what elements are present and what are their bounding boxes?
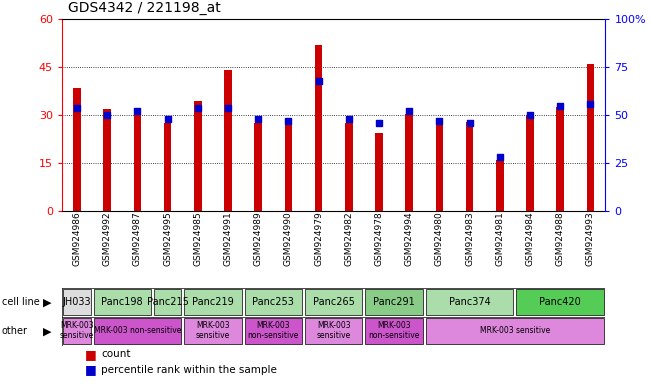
Text: GSM924994: GSM924994 <box>405 211 413 266</box>
Bar <box>194 101 202 211</box>
Bar <box>365 290 422 315</box>
Bar <box>63 318 90 344</box>
Text: GDS4342 / 221198_at: GDS4342 / 221198_at <box>68 2 221 15</box>
Text: ▶: ▶ <box>42 326 51 336</box>
Point <box>283 118 294 124</box>
Bar <box>245 318 302 344</box>
Point <box>72 104 82 111</box>
Text: GSM924980: GSM924980 <box>435 211 444 266</box>
Text: MRK-003 non-sensitive: MRK-003 non-sensitive <box>94 326 181 335</box>
Point <box>525 112 535 118</box>
Bar <box>184 318 242 344</box>
Bar <box>154 290 181 315</box>
Bar <box>94 290 151 315</box>
Text: GSM924981: GSM924981 <box>495 211 505 266</box>
Text: GSM924990: GSM924990 <box>284 211 293 266</box>
Text: count: count <box>101 349 130 359</box>
Bar <box>104 109 111 211</box>
Text: percentile rank within the sample: percentile rank within the sample <box>101 365 277 375</box>
Point <box>223 104 233 111</box>
Text: Panc215: Panc215 <box>146 297 189 307</box>
Text: Panc374: Panc374 <box>449 297 490 307</box>
Point <box>434 118 445 124</box>
Text: GSM924978: GSM924978 <box>374 211 383 266</box>
Point <box>162 116 173 122</box>
Bar <box>465 122 473 211</box>
Point <box>253 116 264 122</box>
Bar <box>406 114 413 211</box>
Point <box>555 103 565 109</box>
Text: Panc219: Panc219 <box>192 297 234 307</box>
Text: MRK-003
non-sensitive: MRK-003 non-sensitive <box>368 321 420 340</box>
Text: MRK-003
sensitive: MRK-003 sensitive <box>196 321 230 340</box>
Bar <box>436 120 443 211</box>
Bar <box>224 70 232 211</box>
Text: ■: ■ <box>85 363 96 376</box>
Point <box>374 120 384 126</box>
Text: GSM924995: GSM924995 <box>163 211 172 266</box>
Text: ■: ■ <box>85 348 96 361</box>
Text: Panc198: Panc198 <box>102 297 143 307</box>
Text: GSM924986: GSM924986 <box>72 211 81 266</box>
Bar <box>526 115 534 211</box>
Text: GSM924982: GSM924982 <box>344 211 353 266</box>
Point <box>464 120 475 126</box>
Bar <box>94 318 181 344</box>
Bar <box>63 290 90 315</box>
Text: GSM924992: GSM924992 <box>103 211 111 266</box>
Text: GSM924993: GSM924993 <box>586 211 595 266</box>
Text: GSM924987: GSM924987 <box>133 211 142 266</box>
Point <box>585 101 596 107</box>
Text: MRK-003
sensitive: MRK-003 sensitive <box>60 321 94 340</box>
Point <box>404 108 414 114</box>
Text: Panc253: Panc253 <box>253 297 294 307</box>
Text: GSM924984: GSM924984 <box>525 211 534 266</box>
Text: cell line: cell line <box>2 297 40 308</box>
Text: MRK-003 sensitive: MRK-003 sensitive <box>480 326 550 335</box>
Point <box>132 108 143 114</box>
Bar <box>133 112 141 211</box>
Text: Panc420: Panc420 <box>539 297 581 307</box>
Bar <box>375 133 383 211</box>
Text: GSM924979: GSM924979 <box>314 211 323 266</box>
Bar <box>587 64 594 211</box>
Point <box>102 112 113 118</box>
Point <box>495 154 505 161</box>
Bar <box>365 318 422 344</box>
Bar <box>284 122 292 211</box>
Bar <box>426 318 604 344</box>
Bar <box>305 290 363 315</box>
Bar <box>73 88 81 211</box>
Bar <box>305 318 363 344</box>
Bar <box>345 123 352 211</box>
Point <box>344 116 354 122</box>
Bar <box>315 45 322 211</box>
Text: GSM924983: GSM924983 <box>465 211 474 266</box>
Bar <box>496 160 503 211</box>
Text: JH033: JH033 <box>62 297 91 307</box>
Text: GSM924988: GSM924988 <box>556 211 564 266</box>
Text: MRK-003
non-sensitive: MRK-003 non-sensitive <box>247 321 299 340</box>
Text: Panc291: Panc291 <box>373 297 415 307</box>
Bar <box>245 290 302 315</box>
Bar <box>516 290 604 315</box>
Text: GSM924985: GSM924985 <box>193 211 202 266</box>
Text: Panc265: Panc265 <box>312 297 355 307</box>
Point <box>313 78 324 84</box>
Text: MRK-003
sensitive: MRK-003 sensitive <box>316 321 351 340</box>
Text: other: other <box>2 326 28 336</box>
Bar <box>426 290 514 315</box>
Bar <box>184 290 242 315</box>
Text: GSM924989: GSM924989 <box>254 211 262 266</box>
Bar <box>164 123 171 211</box>
Bar <box>255 123 262 211</box>
Point <box>193 104 203 111</box>
Text: GSM924991: GSM924991 <box>223 211 232 266</box>
Text: ▶: ▶ <box>42 297 51 308</box>
Bar <box>557 107 564 211</box>
